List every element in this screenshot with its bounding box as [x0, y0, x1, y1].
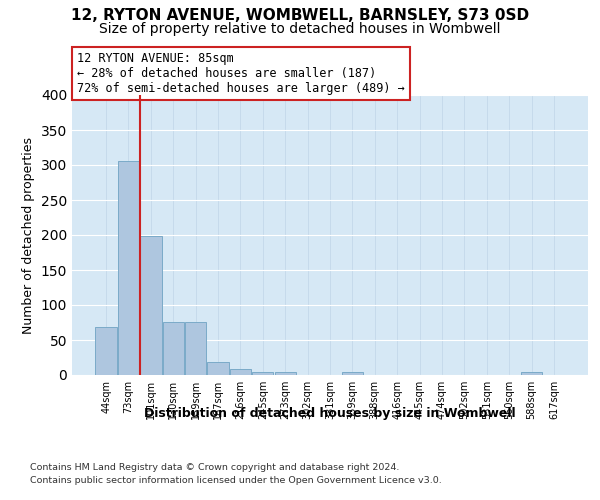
Bar [208, 362, 229, 375]
Bar [275, 372, 296, 375]
Text: Contains public sector information licensed under the Open Government Licence v3: Contains public sector information licen… [30, 476, 442, 485]
Text: 12 RYTON AVENUE: 85sqm
← 28% of detached houses are smaller (187)
72% of semi-de: 12 RYTON AVENUE: 85sqm ← 28% of detached… [77, 52, 405, 95]
Text: Size of property relative to detached houses in Wombwell: Size of property relative to detached ho… [99, 22, 501, 36]
Bar [230, 368, 251, 375]
Text: Contains HM Land Registry data © Crown copyright and database right 2024.: Contains HM Land Registry data © Crown c… [30, 462, 400, 471]
Bar [163, 322, 184, 375]
Bar [252, 372, 274, 375]
Text: 12, RYTON AVENUE, WOMBWELL, BARNSLEY, S73 0SD: 12, RYTON AVENUE, WOMBWELL, BARNSLEY, S7… [71, 8, 529, 22]
Bar [140, 236, 161, 375]
Bar [118, 162, 139, 375]
Text: Distribution of detached houses by size in Wombwell: Distribution of detached houses by size … [144, 408, 516, 420]
Bar [342, 372, 363, 375]
Bar [95, 328, 117, 375]
Bar [185, 322, 206, 375]
Bar [521, 372, 542, 375]
Y-axis label: Number of detached properties: Number of detached properties [22, 136, 35, 334]
